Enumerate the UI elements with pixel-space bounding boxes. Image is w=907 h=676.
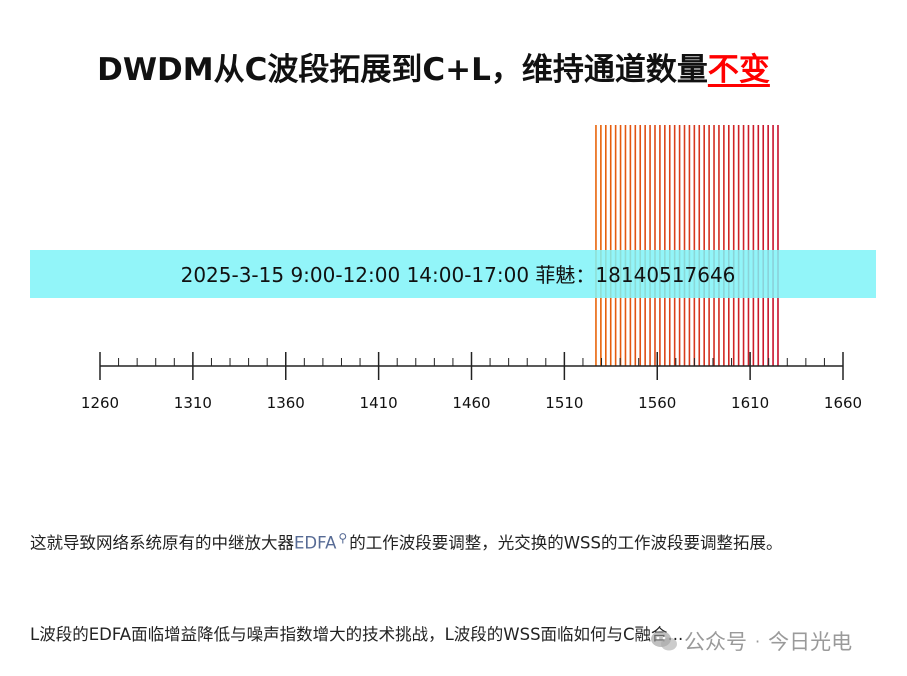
paragraph-text: 的工作波段要调整，光交换的WSS的工作波段要调整拓展。 [349,533,783,553]
tick-label: 1360 [267,394,305,412]
axis-ticks [99,352,844,380]
tick-label: 1260 [81,394,119,412]
search-icon[interactable]: ⚲ [338,531,348,545]
paragraph-text: 这就导致网络系统原有的中继放大器 [30,533,294,553]
title-highlight: 不变 [707,52,770,88]
tick-label: 1310 [174,394,212,412]
article-paragraph-2: L波段的EDFA面临增益降低与噪声指数增大的技术挑战，L波段的WSS面临如何与C… [30,625,684,644]
slide-title: DWDM从C波段拓展到C+L，维持通道数量不变 [0,44,867,89]
channel-lines [595,125,779,366]
tick-label: 1610 [731,394,769,412]
watermark-label: 公众号 [684,630,747,654]
wavelength-band-chart: 2025-3-15 9:00-12:00 14:00-17:00 菲魅：1814… [30,125,876,412]
tick-label: 1460 [452,394,490,412]
tick-label: 1660 [824,394,862,412]
watermark-account: 今日光电 [768,630,853,654]
edfa-link[interactable]: EDFA [294,533,337,553]
axis-tick-labels: 1260 1310 1360 1410 1460 1510 1560 1610 1660 [81,394,862,412]
article-paragraph-1: 这就导致网络系统原有的中继放大器EDFA ⚲ 的工作波段要调整，光交换的WSS的工作… [30,523,880,559]
tick-label: 1510 [545,394,583,412]
watermark-separator: · [755,631,761,651]
title-prefix: DWDM从C波段拓展到C+L，维持通道数量 [97,52,708,88]
watermark: 公众号 · 今日光电 [650,624,890,658]
tick-label: 1410 [360,394,398,412]
event-banner-text: 2025-3-15 9:00-12:00 14:00-17:00 菲魅：1814… [181,263,736,287]
event-banner [30,250,876,298]
tick-label: 1560 [638,394,676,412]
wechat-icon [651,631,677,651]
